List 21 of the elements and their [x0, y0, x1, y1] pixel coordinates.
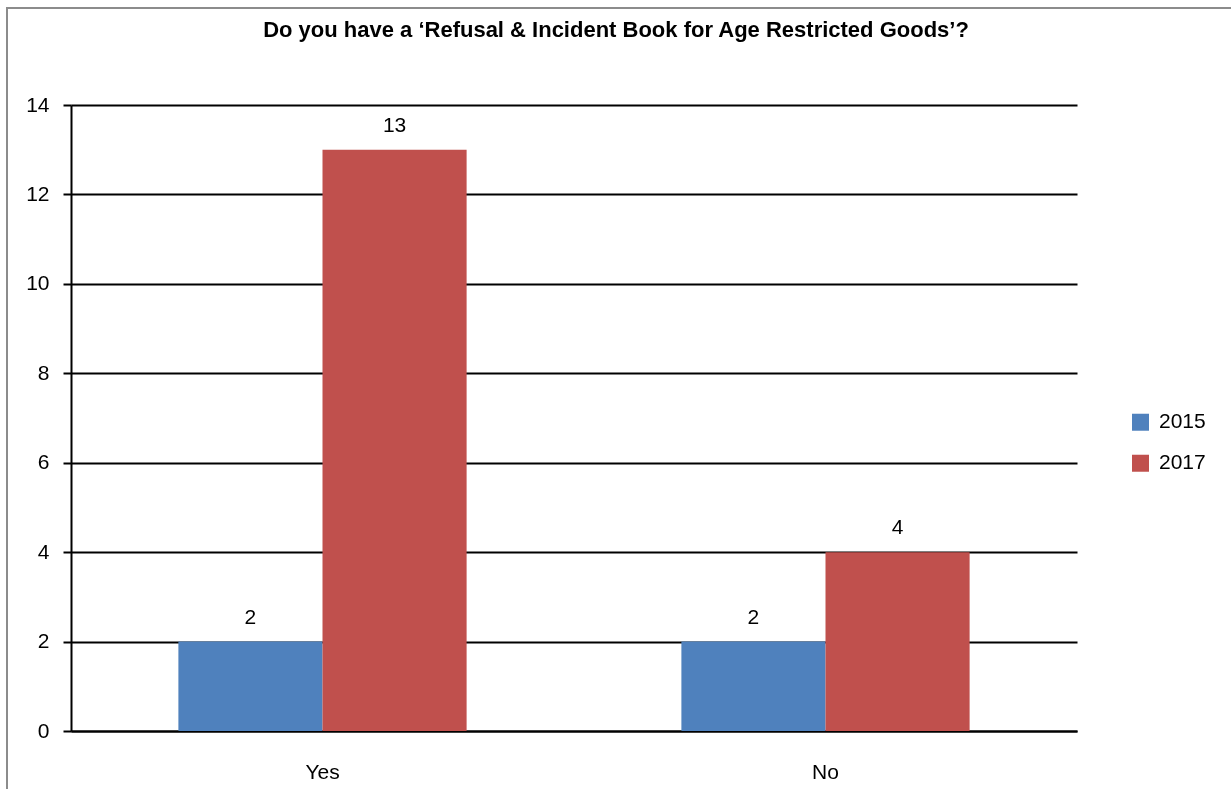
chart-title: Do you have a ‘Refusal & Incident Book for Age Restricted Goods’?	[263, 17, 969, 42]
bar	[322, 149, 467, 731]
bar	[681, 641, 826, 731]
y-tick-label: 0	[37, 718, 50, 742]
y-tick-label: 4	[37, 539, 50, 563]
y-tick-label: 14	[26, 92, 50, 116]
x-tick-label: No	[812, 759, 839, 783]
y-tick-label: 10	[26, 271, 50, 295]
data-label: 2	[747, 604, 760, 628]
data-label: 4	[891, 515, 904, 539]
y-tick-label: 8	[37, 360, 50, 384]
bar	[825, 552, 970, 731]
y-tick-label: 2	[37, 629, 50, 653]
x-tick-label: Yes	[305, 759, 340, 783]
y-tick-label: 12	[26, 181, 50, 205]
bar	[178, 641, 323, 731]
data-label: 2	[244, 604, 257, 628]
legend-label: 2017	[1159, 450, 1206, 474]
y-tick-label: 6	[37, 450, 50, 474]
legend-label: 2015	[1159, 409, 1206, 433]
data-label: 13	[382, 112, 407, 136]
